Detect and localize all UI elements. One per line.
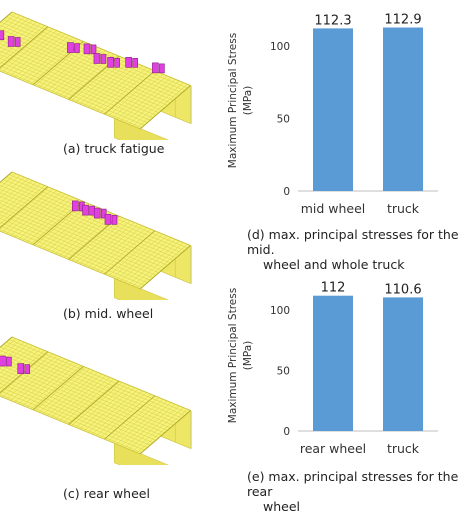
chart-e-ytick-2: 100 bbox=[270, 305, 290, 317]
chart-d-caption: (d) max. principal stresses for the mid.… bbox=[247, 227, 463, 272]
model-b-load-patch bbox=[93, 207, 101, 219]
bridge-model-mid-wheel bbox=[0, 171, 192, 300]
model-a-load-patch bbox=[14, 37, 21, 47]
model-a-load-patch bbox=[74, 43, 80, 53]
model-a-load-patch bbox=[114, 57, 120, 68]
model-a-load-patch bbox=[0, 30, 5, 41]
model-b-load-patch bbox=[89, 205, 95, 216]
chart-e-ylabel-line2: (MPa) bbox=[242, 341, 254, 371]
model-a-deck bbox=[0, 11, 192, 130]
bridge-model-rear-wheel bbox=[0, 336, 192, 465]
chart-e-bar-0 bbox=[313, 295, 353, 431]
model-a-load-patch bbox=[83, 43, 91, 55]
model-b-load-patch bbox=[104, 214, 112, 225]
model-a-load-patch bbox=[159, 63, 165, 74]
chart-d-ytick-1: 50 bbox=[277, 114, 290, 126]
model-a-load-patch bbox=[152, 62, 159, 74]
chart-d-ylabel-line1: Maximum Principal Stress bbox=[227, 33, 239, 168]
model-b-load-patch bbox=[72, 200, 79, 212]
model-c-load-patch bbox=[24, 364, 31, 374]
model-panel-b bbox=[0, 160, 215, 300]
chart-d-bar-1 bbox=[383, 27, 423, 192]
chart-e-data-label-1: 110.6 bbox=[384, 282, 421, 297]
model-c-load-patch bbox=[17, 363, 25, 374]
chart-e-data-label-0: 112 bbox=[321, 281, 346, 296]
chart-d-caption-line2: wheel and whole truck bbox=[263, 257, 405, 272]
chart-d: Maximum Principal Stress (MPa) 0 50 100 112.3… bbox=[227, 13, 438, 216]
model-a-load-patch bbox=[67, 42, 74, 53]
model-panel-c bbox=[0, 325, 215, 465]
chart-d-category-1: truck bbox=[387, 201, 420, 216]
model-a-load-patch bbox=[7, 36, 15, 47]
chart-d-category-0: mid wheel bbox=[301, 201, 366, 216]
model-b-load-patch bbox=[100, 208, 107, 219]
model-a-load-patch bbox=[125, 57, 132, 68]
chart-e-caption-line2: wheel bbox=[263, 499, 300, 514]
model-a-load-patch bbox=[93, 53, 101, 64]
chart-e-category-0: rear wheel bbox=[300, 441, 366, 456]
chart-d-ytick-0: 0 bbox=[283, 186, 290, 198]
chart-d-bar-0 bbox=[313, 28, 353, 191]
chart-d-ytick-2: 100 bbox=[270, 41, 290, 53]
chart-e-bar-1 bbox=[383, 297, 423, 431]
model-c-deck bbox=[0, 336, 192, 455]
model-a-load-patch bbox=[90, 44, 97, 55]
bridge-model-truck-fatigue bbox=[0, 11, 192, 140]
chart-e-category-1: truck bbox=[387, 441, 420, 456]
chart-e-caption-line1: (e) max. principal stresses for the rear bbox=[247, 469, 459, 499]
chart-d-data-label-0: 112.3 bbox=[314, 13, 351, 28]
chart-e: Maximum Principal Stress (MPa) 0 50 100 112 re… bbox=[227, 281, 438, 456]
model-c-load-patch bbox=[6, 356, 12, 367]
caption-a: (a) truck fatigue bbox=[63, 141, 165, 156]
chart-d-data-label-1: 112.9 bbox=[384, 13, 421, 28]
model-a-load-patch bbox=[107, 56, 114, 68]
chart-e-caption: (e) max. principal stresses for the rear… bbox=[247, 469, 463, 514]
chart-d-caption-line1: (d) max. principal stresses for the mid. bbox=[247, 227, 459, 257]
caption-c: (c) rear wheel bbox=[63, 486, 150, 501]
model-panel-a bbox=[0, 0, 215, 140]
model-c-load-patch bbox=[0, 355, 6, 367]
chart-e-ytick-0: 0 bbox=[283, 426, 290, 438]
chart-e-ylabel-line1: Maximum Principal Stress bbox=[227, 288, 239, 423]
caption-b: (b) mid. wheel bbox=[63, 306, 154, 321]
model-a-load-patch bbox=[132, 58, 138, 68]
chart-e-ytick-1: 50 bbox=[277, 366, 290, 378]
model-b-load-patch bbox=[82, 204, 89, 216]
chart-d-ylabel-line2: (MPa) bbox=[242, 86, 254, 116]
model-a-load-patch bbox=[100, 54, 107, 64]
model-b-load-patch bbox=[111, 215, 118, 225]
